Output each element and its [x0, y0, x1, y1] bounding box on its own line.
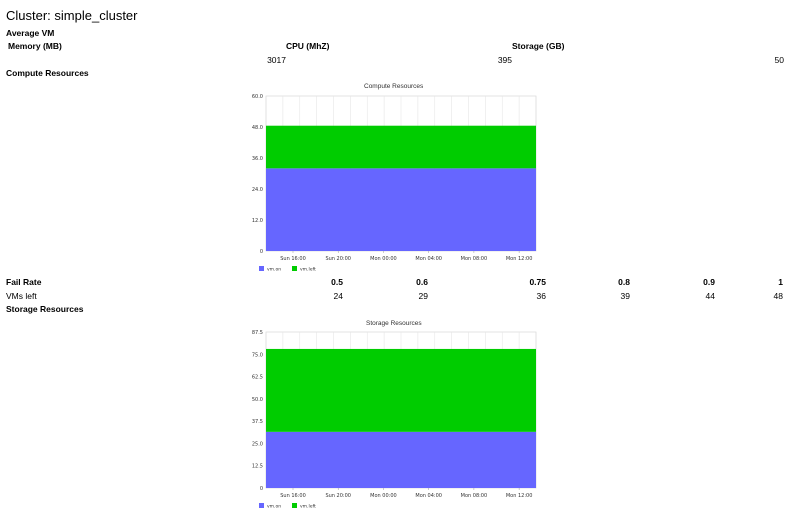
storage-value: 50 — [774, 55, 784, 65]
legend-swatch — [292, 266, 297, 271]
storage-header: Storage (GB) — [512, 41, 565, 51]
y-tick-label: 37.5 — [252, 419, 263, 425]
legend-label: vm.left — [300, 267, 316, 273]
vms-left-value: 29 — [418, 291, 428, 301]
y-tick-label: 12.0 — [252, 218, 263, 224]
storage-heading: Storage Resources — [6, 304, 84, 314]
fail-rate-value: 0.5 — [331, 277, 343, 287]
vms-left-value: 24 — [333, 291, 343, 301]
fail-rate-value: 1 — [778, 277, 783, 287]
x-tick-label: Mon 00:00 — [370, 256, 397, 262]
y-tick-label: 12.5 — [252, 464, 263, 470]
legend-label: vm.on — [267, 505, 281, 510]
storage-chart: 0 12.5 25.0 37.5 50.0 62.5 75.0 87.5 Sun 16:00 Su… — [252, 330, 537, 510]
cpu-header: CPU (MhZ) — [286, 41, 330, 51]
legend-swatch — [292, 503, 297, 508]
average-vm-heading: Average VM — [6, 28, 55, 38]
x-tick-label: Sun 16:00 — [280, 256, 306, 262]
vms-left-label: VMs left — [6, 291, 37, 301]
fail-rate-value: 0.6 — [416, 277, 428, 287]
fail-rate-value: 0.9 — [703, 277, 715, 287]
x-tick-label: Sun 16:00 — [280, 493, 306, 499]
legend-swatch — [259, 266, 264, 271]
legend-swatch — [259, 503, 264, 508]
legend-label: vm.on — [267, 268, 281, 273]
area-vm-left — [266, 125, 536, 169]
fail-rate-label: Fail Rate — [6, 277, 42, 287]
area-vm-on — [266, 168, 536, 251]
x-tick-label: Mon 04:00 — [415, 493, 442, 499]
y-tick-label: 0 — [260, 249, 263, 255]
cpu-value: 395 — [497, 55, 512, 65]
y-tick-label: 62.5 — [252, 375, 263, 381]
vms-left-value: 44 — [705, 291, 715, 301]
compute-chart: 0 12.0 24.0 36.0 48.0 60.0 Sun 16:00 Sun 20:00 M… — [252, 94, 537, 273]
storage-chart-title: Storage Resources — [366, 320, 422, 327]
x-tick-label: Mon 08:00 — [461, 256, 488, 262]
page-title: Cluster: simple_cluster — [6, 8, 138, 23]
vms-left-value: 36 — [536, 291, 546, 301]
fail-rate-value: 0.75 — [529, 277, 546, 287]
memory-value: 3017 — [267, 55, 286, 65]
y-tick-label: 25.0 — [252, 441, 263, 447]
y-tick-label: 50.0 — [252, 397, 263, 403]
y-tick-label: 48.0 — [252, 125, 263, 131]
legend-label: vm.left — [300, 504, 316, 510]
fail-rate-value: 0.8 — [618, 277, 630, 287]
area-vm-left — [266, 348, 536, 432]
vms-left-value: 48 — [773, 291, 783, 301]
area-vm-on — [266, 431, 536, 488]
x-tick-label: Mon 00:00 — [370, 493, 397, 499]
x-tick-label: Sun 20:00 — [325, 493, 351, 499]
x-tick-label: Mon 04:00 — [415, 256, 442, 262]
vms-left-value: 39 — [620, 291, 630, 301]
x-tick-label: Mon 08:00 — [461, 493, 488, 499]
y-tick-label: 87.5 — [252, 330, 263, 336]
y-tick-label: 0 — [260, 486, 263, 492]
compute-heading: Compute Resources — [6, 68, 89, 78]
y-tick-label: 60.0 — [252, 94, 263, 100]
compute-chart-title: Compute Resources — [364, 83, 424, 90]
y-tick-label: 24.0 — [252, 187, 263, 193]
y-tick-label: 75.0 — [252, 352, 263, 358]
memory-header: Memory (MB) — [8, 41, 62, 51]
x-tick-label: Mon 12:00 — [506, 493, 533, 499]
x-tick-label: Sun 20:00 — [325, 256, 351, 262]
y-tick-label: 36.0 — [252, 156, 263, 162]
x-tick-label: Mon 12:00 — [506, 256, 533, 262]
